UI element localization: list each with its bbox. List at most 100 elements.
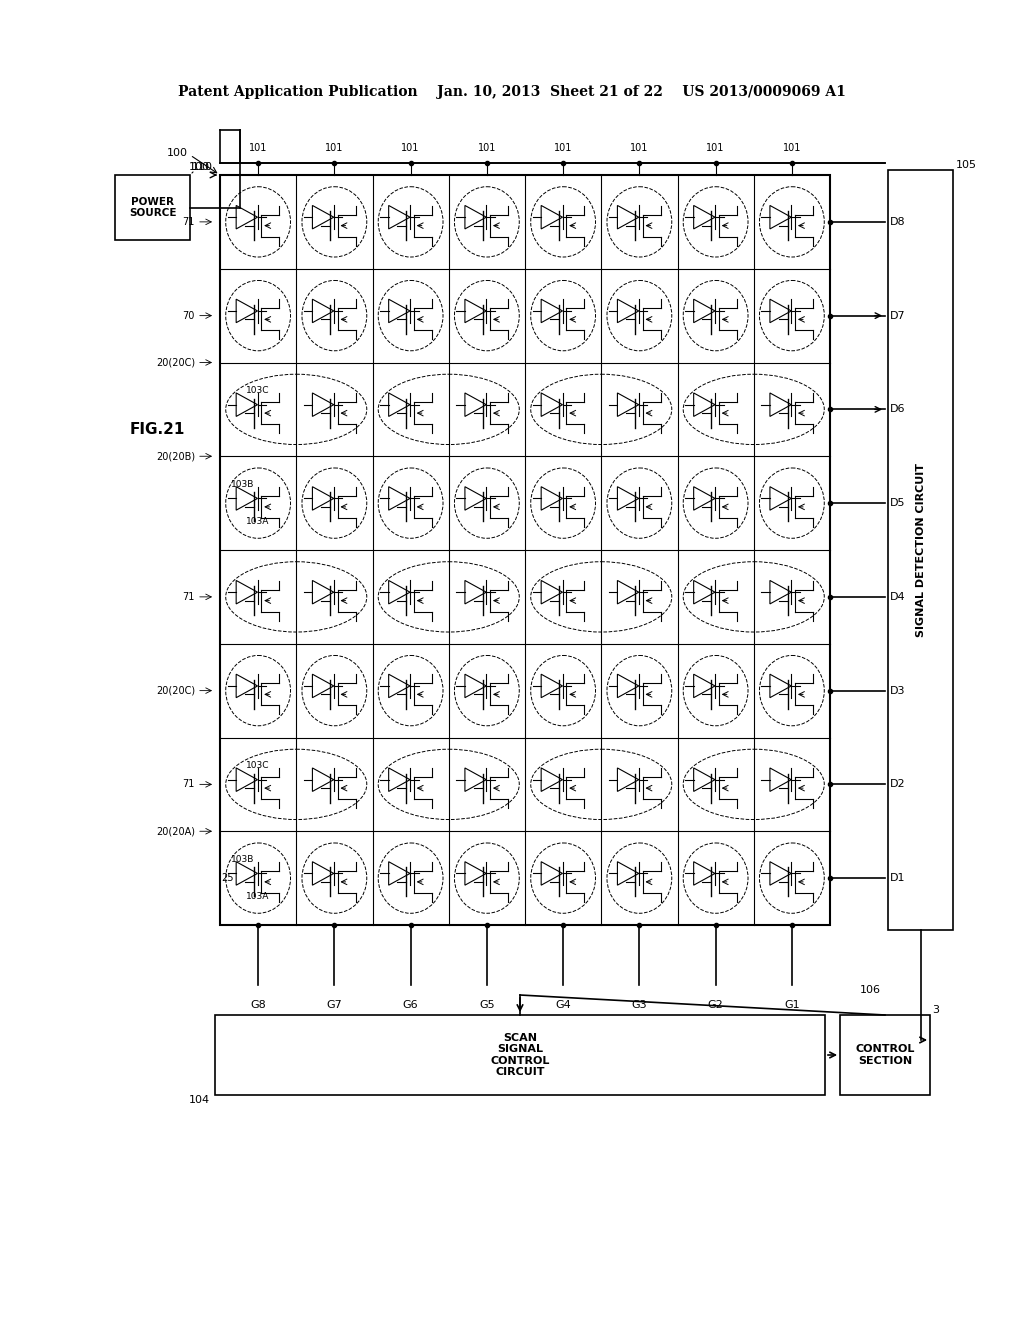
Text: CONTROL
SECTION: CONTROL SECTION bbox=[855, 1044, 914, 1065]
Polygon shape bbox=[693, 206, 715, 228]
Text: 101: 101 bbox=[401, 143, 420, 153]
Polygon shape bbox=[389, 862, 410, 886]
Polygon shape bbox=[237, 581, 257, 605]
Text: 105: 105 bbox=[956, 160, 977, 170]
Polygon shape bbox=[693, 487, 715, 511]
Text: 20(20A): 20(20A) bbox=[156, 826, 195, 837]
Text: G5: G5 bbox=[479, 1001, 495, 1010]
Polygon shape bbox=[465, 393, 486, 416]
Text: 103C: 103C bbox=[247, 762, 270, 770]
Polygon shape bbox=[770, 393, 792, 416]
Polygon shape bbox=[617, 581, 639, 605]
Polygon shape bbox=[237, 675, 257, 698]
Polygon shape bbox=[770, 300, 792, 322]
Polygon shape bbox=[693, 768, 715, 792]
Polygon shape bbox=[541, 206, 562, 228]
Bar bbox=[215, 1015, 825, 1096]
Text: SCAN
SIGNAL
CONTROL
CIRCUIT: SCAN SIGNAL CONTROL CIRCUIT bbox=[490, 1032, 550, 1077]
Text: 110: 110 bbox=[193, 162, 213, 172]
Polygon shape bbox=[465, 862, 486, 886]
Text: G1: G1 bbox=[784, 1001, 800, 1010]
Text: 103A: 103A bbox=[247, 892, 269, 902]
Text: D6: D6 bbox=[890, 404, 905, 414]
Polygon shape bbox=[237, 206, 257, 228]
Polygon shape bbox=[770, 862, 792, 886]
Text: 101: 101 bbox=[477, 143, 496, 153]
Polygon shape bbox=[541, 862, 562, 886]
Polygon shape bbox=[465, 300, 486, 322]
Polygon shape bbox=[770, 206, 792, 228]
Text: 20(20C): 20(20C) bbox=[156, 358, 195, 367]
Polygon shape bbox=[312, 300, 334, 322]
Polygon shape bbox=[693, 581, 715, 605]
Text: 3: 3 bbox=[932, 1005, 939, 1015]
Text: G8: G8 bbox=[250, 1001, 266, 1010]
Polygon shape bbox=[465, 487, 486, 511]
Polygon shape bbox=[237, 487, 257, 511]
Polygon shape bbox=[465, 581, 486, 605]
Polygon shape bbox=[617, 768, 639, 792]
Bar bbox=[220, 176, 830, 925]
Polygon shape bbox=[693, 675, 715, 698]
Polygon shape bbox=[237, 393, 257, 416]
Text: D2: D2 bbox=[890, 779, 905, 789]
Text: 101: 101 bbox=[630, 143, 648, 153]
Polygon shape bbox=[389, 581, 410, 605]
Polygon shape bbox=[312, 206, 334, 228]
Text: G3: G3 bbox=[632, 1001, 647, 1010]
Text: D1: D1 bbox=[890, 873, 905, 883]
Text: 103B: 103B bbox=[231, 855, 255, 863]
Polygon shape bbox=[389, 206, 410, 228]
Polygon shape bbox=[541, 581, 562, 605]
Text: 103C: 103C bbox=[247, 387, 270, 395]
Text: 71: 71 bbox=[182, 591, 195, 602]
Polygon shape bbox=[312, 675, 334, 698]
Text: D4: D4 bbox=[890, 591, 905, 602]
Text: G6: G6 bbox=[402, 1001, 419, 1010]
Text: 101: 101 bbox=[249, 143, 267, 153]
Polygon shape bbox=[693, 862, 715, 886]
Bar bbox=[115, 176, 190, 240]
Text: 101: 101 bbox=[554, 143, 572, 153]
Text: 103B: 103B bbox=[231, 480, 255, 488]
Bar bbox=[888, 170, 953, 931]
Polygon shape bbox=[617, 862, 639, 886]
Polygon shape bbox=[465, 206, 486, 228]
Polygon shape bbox=[617, 675, 639, 698]
Polygon shape bbox=[389, 393, 410, 416]
Text: 104: 104 bbox=[188, 1096, 210, 1105]
Text: G2: G2 bbox=[708, 1001, 724, 1010]
Text: 101: 101 bbox=[782, 143, 801, 153]
Polygon shape bbox=[541, 393, 562, 416]
Polygon shape bbox=[770, 487, 792, 511]
Text: SIGNAL DETECTION CIRCUIT: SIGNAL DETECTION CIRCUIT bbox=[915, 463, 926, 638]
Text: POWER
SOURCE: POWER SOURCE bbox=[129, 197, 176, 218]
Polygon shape bbox=[541, 768, 562, 792]
Text: 20(20B): 20(20B) bbox=[156, 451, 195, 461]
Text: G7: G7 bbox=[327, 1001, 342, 1010]
Polygon shape bbox=[237, 300, 257, 322]
Polygon shape bbox=[237, 862, 257, 886]
Polygon shape bbox=[770, 675, 792, 698]
Polygon shape bbox=[617, 393, 639, 416]
Polygon shape bbox=[312, 487, 334, 511]
Text: 70: 70 bbox=[182, 310, 195, 321]
Text: 101: 101 bbox=[326, 143, 344, 153]
Polygon shape bbox=[237, 768, 257, 792]
Text: 71: 71 bbox=[182, 779, 195, 789]
Polygon shape bbox=[693, 393, 715, 416]
Polygon shape bbox=[617, 300, 639, 322]
Text: D8: D8 bbox=[890, 216, 905, 227]
Text: Patent Application Publication    Jan. 10, 2013  Sheet 21 of 22    US 2013/00090: Patent Application Publication Jan. 10, … bbox=[178, 84, 846, 99]
Polygon shape bbox=[770, 768, 792, 792]
Polygon shape bbox=[312, 768, 334, 792]
Text: 25: 25 bbox=[221, 873, 233, 883]
Bar bbox=[840, 1015, 930, 1096]
Text: 100: 100 bbox=[167, 148, 188, 158]
Text: FIG.21: FIG.21 bbox=[130, 422, 185, 437]
Text: G4: G4 bbox=[555, 1001, 571, 1010]
Polygon shape bbox=[770, 581, 792, 605]
Polygon shape bbox=[541, 487, 562, 511]
Polygon shape bbox=[465, 768, 486, 792]
Text: 106: 106 bbox=[859, 985, 881, 995]
